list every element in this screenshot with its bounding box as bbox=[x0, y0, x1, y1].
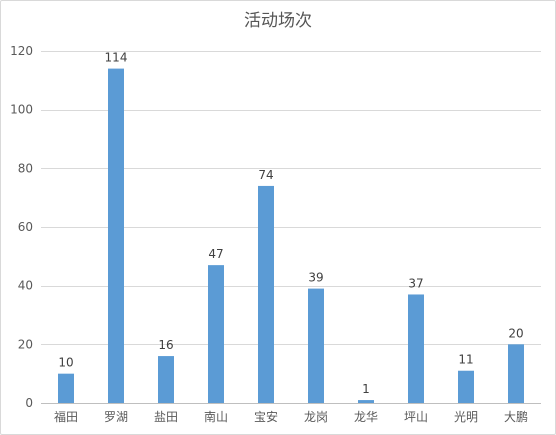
y-tick-label: 60 bbox=[18, 220, 33, 234]
bar bbox=[458, 370, 474, 403]
bar bbox=[108, 68, 124, 403]
y-tick-label: 20 bbox=[18, 337, 33, 351]
bar bbox=[358, 400, 374, 403]
x-category-label: 龙华 bbox=[354, 410, 378, 424]
y-tick-label: 80 bbox=[18, 161, 33, 175]
x-axis-categories: 福田 罗湖 盐田 南山 宝安 龙岗 龙华 坪山 光明 大鹏 bbox=[54, 409, 528, 424]
bar bbox=[308, 288, 324, 403]
x-category-label: 宝安 bbox=[254, 409, 278, 424]
data-label: 37 bbox=[408, 276, 423, 290]
x-category-label: 南山 bbox=[204, 409, 228, 424]
data-label: 74 bbox=[258, 168, 273, 182]
bar bbox=[408, 294, 424, 403]
x-category-label: 盐田 bbox=[154, 410, 178, 424]
x-category-label: 坪山 bbox=[404, 410, 428, 424]
y-axis-ticks: 0 20 40 60 80 100 120 bbox=[10, 44, 33, 410]
data-label: 114 bbox=[105, 51, 128, 65]
y-tick-label: 40 bbox=[18, 279, 33, 293]
y-tick-label: 100 bbox=[10, 103, 33, 117]
data-label: 10 bbox=[58, 356, 73, 370]
bars bbox=[58, 68, 524, 403]
x-category-label: 大鹏 bbox=[504, 410, 528, 424]
data-label: 39 bbox=[308, 271, 323, 285]
gridlines bbox=[41, 51, 541, 404]
y-tick-label: 0 bbox=[25, 396, 33, 410]
data-label: 11 bbox=[458, 353, 473, 367]
data-label: 1 bbox=[362, 382, 370, 396]
bar bbox=[508, 344, 524, 403]
x-category-label: 龙岗 bbox=[304, 410, 328, 424]
bar bbox=[258, 185, 274, 403]
data-label: 16 bbox=[158, 338, 173, 352]
bar bbox=[158, 356, 174, 403]
y-tick-label: 120 bbox=[10, 44, 33, 58]
x-category-label: 罗湖 bbox=[104, 409, 128, 424]
bar bbox=[58, 373, 74, 403]
data-labels: 10 114 16 47 74 39 1 37 11 20 bbox=[58, 51, 523, 396]
bar bbox=[208, 265, 224, 403]
x-category-label: 福田 bbox=[54, 409, 78, 424]
data-label: 47 bbox=[208, 247, 223, 261]
x-category-label: 光明 bbox=[454, 410, 478, 424]
data-label: 20 bbox=[508, 326, 523, 340]
chart-title: 活动场次 bbox=[244, 11, 312, 31]
